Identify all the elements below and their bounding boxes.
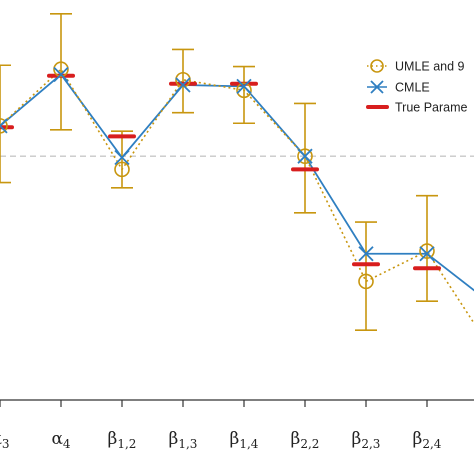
legend-cmle-label: CMLE	[395, 81, 430, 95]
x-tick-label: α3	[0, 429, 10, 451]
umle-point	[114, 161, 130, 178]
legend-cmle-cross-icon	[370, 80, 384, 94]
cmle-point	[297, 148, 313, 164]
umle-point	[358, 273, 374, 290]
umle-error-bar	[294, 102, 316, 214]
cmle-point	[358, 246, 374, 262]
umle-error-bar	[233, 65, 255, 125]
legend-true-label: True Parame	[395, 101, 468, 115]
umle-point	[175, 71, 191, 88]
x-tick-label: β2,3	[352, 429, 381, 451]
umle-error-bar	[355, 221, 377, 331]
data-layer	[0, 13, 474, 331]
cmle-point	[236, 78, 252, 94]
x-tick-label: β2,4	[413, 429, 442, 451]
x-tick-label: β1,3	[169, 429, 198, 451]
umle-error-bar	[111, 130, 133, 189]
umle-error-bar	[416, 194, 438, 302]
umle-error-bar	[172, 48, 194, 114]
umle-error-bar	[0, 64, 11, 184]
cmle-point	[0, 118, 8, 134]
umle-point	[236, 82, 252, 99]
cmle-point	[419, 246, 435, 262]
legend-item-umle: UMLE and 9	[367, 59, 465, 74]
x-axis-ticks: α3α4β1,2β1,3β1,4β2,2β2,3β2,4β3,3	[0, 400, 474, 451]
umle-error-bar	[50, 13, 72, 131]
x-tick-label: β1,4	[230, 429, 259, 451]
legend-item-true: True Parame	[366, 101, 468, 115]
legend-umle-label: UMLE and 9	[395, 60, 465, 74]
umle-point	[419, 243, 435, 259]
x-tick-label: β1,2	[108, 429, 137, 451]
x-tick-label: α4	[51, 429, 70, 451]
umle-point	[297, 148, 313, 164]
legend: UMLE and 9 CMLE True Parame	[366, 59, 468, 115]
x-tick-label: β2,2	[291, 429, 320, 451]
legend-umle-circle-icon	[370, 59, 384, 73]
cmle-point	[114, 149, 130, 166]
cmle-point	[175, 77, 191, 93]
cmle-point	[53, 66, 69, 83]
umle-point	[53, 61, 69, 78]
umle-point	[0, 118, 8, 134]
legend-item-cmle: CMLE	[367, 80, 430, 95]
